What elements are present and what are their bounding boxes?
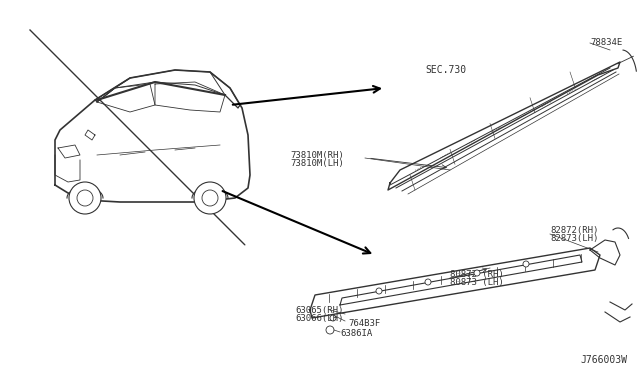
Circle shape bbox=[69, 182, 101, 214]
Text: 80873 (LH): 80873 (LH) bbox=[450, 279, 504, 288]
Text: 764B3F: 764B3F bbox=[348, 318, 380, 327]
Circle shape bbox=[330, 315, 336, 321]
Circle shape bbox=[77, 190, 93, 206]
Circle shape bbox=[376, 288, 382, 294]
Text: 73810M(LH): 73810M(LH) bbox=[290, 158, 344, 167]
Circle shape bbox=[425, 279, 431, 285]
Circle shape bbox=[523, 261, 529, 267]
Text: 80872 (RH): 80872 (RH) bbox=[450, 270, 504, 279]
Text: 63065(RH): 63065(RH) bbox=[295, 305, 344, 314]
Circle shape bbox=[326, 326, 334, 334]
Text: SEC.730: SEC.730 bbox=[425, 65, 466, 75]
Circle shape bbox=[194, 182, 226, 214]
Text: 82873(LH): 82873(LH) bbox=[550, 234, 598, 243]
Circle shape bbox=[474, 270, 480, 276]
Text: 63066(LH): 63066(LH) bbox=[295, 314, 344, 323]
Circle shape bbox=[202, 190, 218, 206]
Text: 78834E: 78834E bbox=[590, 38, 622, 46]
Text: 73810M(RH): 73810M(RH) bbox=[290, 151, 344, 160]
Text: 6386IA: 6386IA bbox=[340, 328, 372, 337]
Text: 82872(RH): 82872(RH) bbox=[550, 225, 598, 234]
Text: J766003W: J766003W bbox=[580, 355, 627, 365]
